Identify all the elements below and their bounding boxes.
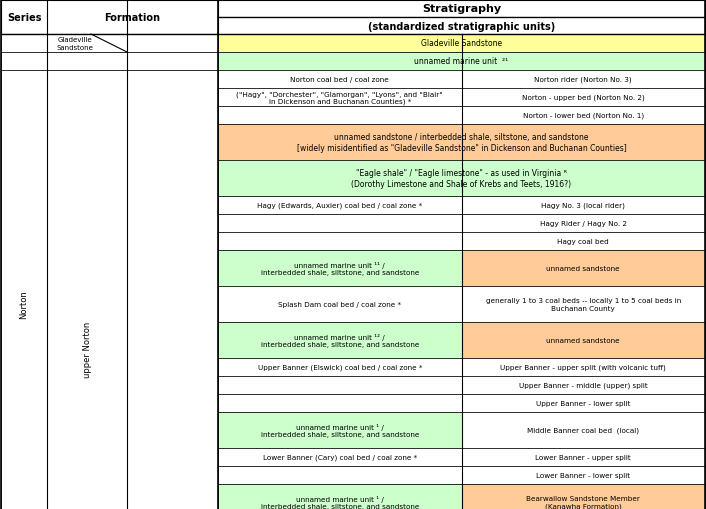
Text: ("Hagy", "Dorchester", "Glamorgan", "Lyons", and "Blair"
in Dickenson and Buchan: ("Hagy", "Dorchester", "Glamorgan", "Lyo… — [237, 91, 443, 105]
Text: Lower Banner - upper split: Lower Banner - upper split — [535, 454, 631, 460]
Bar — [218, 89, 462, 107]
Text: unnamed marine unit ¹² /
interbedded shale, siltstone, and sandstone: unnamed marine unit ¹² / interbedded sha… — [261, 333, 419, 347]
Text: unnamed marine unit ¹ /
interbedded shale, siltstone, and sandstone: unnamed marine unit ¹ / interbedded shal… — [261, 495, 419, 509]
Text: unnamed marine unit  ²¹: unnamed marine unit ²¹ — [414, 58, 508, 66]
Text: unnamed sandstone: unnamed sandstone — [546, 266, 620, 271]
Bar — [1, 35, 47, 53]
Text: Series: Series — [7, 13, 41, 23]
Bar — [462, 358, 705, 376]
Bar — [218, 412, 462, 448]
Bar — [218, 35, 705, 53]
Bar — [218, 125, 705, 161]
Bar — [462, 71, 705, 89]
Bar — [462, 412, 705, 448]
Text: unnamed sandstone: unnamed sandstone — [546, 337, 620, 344]
Bar — [462, 196, 705, 215]
Bar — [218, 53, 705, 71]
Bar — [462, 233, 705, 250]
Bar — [462, 250, 705, 287]
Bar — [47, 53, 127, 71]
Bar — [218, 484, 462, 509]
Bar — [462, 89, 705, 107]
Bar — [218, 196, 462, 215]
Bar — [462, 322, 705, 358]
Bar — [218, 215, 462, 233]
Text: unnamed marine unit ¹¹ /
interbedded shale, siltstone, and sandstone: unnamed marine unit ¹¹ / interbedded sha… — [261, 262, 419, 275]
Text: upper Norton: upper Norton — [83, 321, 92, 377]
Bar — [47, 35, 127, 53]
Bar — [218, 233, 462, 250]
Bar — [47, 71, 127, 509]
Text: Gladeville Sandstone: Gladeville Sandstone — [421, 39, 502, 48]
Bar — [218, 287, 462, 322]
Bar — [218, 71, 462, 89]
Bar — [462, 215, 705, 233]
Text: Norton coal bed / coal zone: Norton coal bed / coal zone — [290, 77, 389, 83]
Bar — [462, 107, 705, 125]
Bar — [127, 71, 218, 509]
Bar — [218, 1, 705, 18]
Text: Upper Banner - lower split: Upper Banner - lower split — [536, 400, 630, 406]
Bar — [462, 466, 705, 484]
Bar — [462, 376, 705, 394]
Text: Hagy Rider / Hagy No. 2: Hagy Rider / Hagy No. 2 — [540, 220, 627, 227]
Bar — [127, 53, 218, 71]
Text: unnamed marine unit ¹ /
interbedded shale, siltstone, and sandstone: unnamed marine unit ¹ / interbedded shal… — [261, 423, 419, 437]
Bar — [462, 484, 705, 509]
Bar — [218, 107, 462, 125]
Text: Splash Dam coal bed / coal zone *: Splash Dam coal bed / coal zone * — [278, 301, 401, 307]
Text: Hagy No. 3 (local rider): Hagy No. 3 (local rider) — [542, 203, 626, 209]
Text: "Eagle shale" / "Eagle limestone" - as used in Virginia ᴿ
(Dorothy Limestone and: "Eagle shale" / "Eagle limestone" - as u… — [352, 169, 572, 188]
Text: unnamed sandstone / interbedded shale, siltstone, and sandstone
[widely misident: unnamed sandstone / interbedded shale, s… — [297, 133, 626, 152]
Text: Norton rider (Norton No. 3): Norton rider (Norton No. 3) — [534, 76, 632, 83]
Bar — [462, 394, 705, 412]
Bar — [218, 161, 705, 196]
Bar — [218, 394, 462, 412]
Text: generally 1 to 3 coal beds -- locally 1 to 5 coal beds in
Buchanan County: generally 1 to 3 coal beds -- locally 1 … — [486, 298, 681, 311]
Bar — [462, 287, 705, 322]
Text: Middle Banner coal bed  (local): Middle Banner coal bed (local) — [527, 427, 639, 433]
Text: Hagy (Edwards, Auxier) coal bed / coal zone *: Hagy (Edwards, Auxier) coal bed / coal z… — [257, 203, 422, 209]
Text: Upper Banner - middle (upper) split: Upper Banner - middle (upper) split — [519, 382, 647, 388]
Bar — [218, 448, 462, 466]
Bar — [218, 466, 462, 484]
Bar — [1, 1, 218, 35]
Bar — [127, 35, 218, 53]
Text: Upper Banner - upper split (with volcanic tuff): Upper Banner - upper split (with volcani… — [501, 364, 666, 371]
Text: Formation: Formation — [104, 13, 160, 23]
Text: Lower Banner (Cary) coal bed / coal zone *: Lower Banner (Cary) coal bed / coal zone… — [263, 454, 417, 460]
Bar — [218, 250, 462, 287]
Text: Upper Banner (Elswick) coal bed / coal zone *: Upper Banner (Elswick) coal bed / coal z… — [258, 364, 422, 371]
Text: Gladeville
Sandstone: Gladeville Sandstone — [56, 38, 93, 50]
Text: Norton - lower bed (Norton No. 1): Norton - lower bed (Norton No. 1) — [522, 112, 644, 119]
Bar — [1, 53, 47, 71]
Text: Norton: Norton — [20, 290, 28, 319]
Text: Lower Banner - lower split: Lower Banner - lower split — [536, 472, 630, 478]
Bar — [218, 18, 705, 35]
Bar — [462, 448, 705, 466]
Text: Hagy coal bed: Hagy coal bed — [557, 239, 609, 244]
Text: Stratigraphy: Stratigraphy — [422, 5, 501, 14]
Text: Bearwallow Sandstone Member
(Kanawha Formation): Bearwallow Sandstone Member (Kanawha For… — [526, 495, 640, 509]
Text: Norton - upper bed (Norton No. 2): Norton - upper bed (Norton No. 2) — [522, 95, 645, 101]
Bar — [218, 322, 462, 358]
Bar — [218, 376, 462, 394]
Bar — [218, 358, 462, 376]
Text: (standardized stratigraphic units): (standardized stratigraphic units) — [368, 21, 555, 32]
Bar — [1, 71, 47, 509]
